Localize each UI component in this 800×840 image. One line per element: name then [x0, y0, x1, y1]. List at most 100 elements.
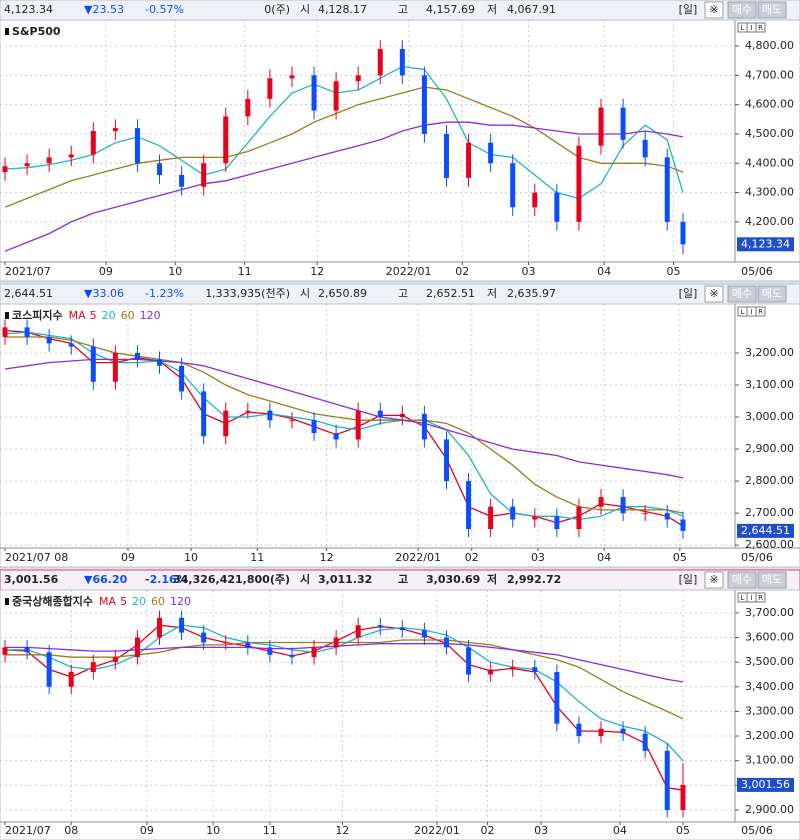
y-tick-label: 2,600.00: [745, 538, 794, 551]
candle-body: [201, 391, 207, 437]
moving-average-line: [5, 336, 684, 514]
candle-body: [399, 627, 405, 631]
candle-body: [157, 163, 163, 175]
x-tick-label: 12: [310, 265, 324, 278]
header-open-label: 시: [300, 3, 310, 16]
x-tick-label: 10: [206, 824, 220, 837]
button-frame[interactable]: [727, 571, 757, 589]
candle-body: [134, 128, 140, 164]
x-tick-label: 11: [263, 824, 277, 837]
header-button[interactable]: 매수: [732, 3, 752, 16]
scale-button-frame[interactable]: [755, 306, 766, 317]
legend-entry: 60: [151, 595, 165, 608]
candle-body: [510, 506, 516, 520]
scale-button-frame[interactable]: [755, 22, 766, 33]
button-frame[interactable]: [757, 285, 787, 303]
x-tick-label: 2021/07: [5, 265, 51, 278]
header-button[interactable]: ※: [709, 287, 718, 300]
scale-button[interactable]: R: [758, 24, 763, 32]
y-tick-label: 4,300.00: [745, 186, 794, 199]
legend-prefix: MA: [69, 309, 86, 322]
x-tick-label: 02: [480, 824, 494, 837]
header-button[interactable]: 매수: [732, 573, 752, 586]
scale-button[interactable]: L: [741, 594, 745, 602]
candle-body: [488, 506, 494, 530]
header-button[interactable]: 매도: [762, 3, 782, 16]
candle-body: [289, 75, 295, 79]
candle-body: [466, 647, 472, 675]
candle-body: [443, 637, 449, 648]
y-tick-label: 3,700.00: [745, 606, 794, 619]
candle-body: [245, 642, 251, 648]
moving-average-line: [5, 643, 684, 683]
scale-button[interactable]: L: [741, 24, 745, 32]
x-tick-label: 09: [140, 824, 154, 837]
y-tick-label: 3,000.00: [745, 410, 794, 423]
header-change-pct: -1.23%: [145, 287, 184, 300]
candle-body: [532, 667, 538, 673]
header-high-label: 고: [398, 573, 408, 586]
header-button[interactable]: [일]: [679, 572, 698, 586]
scale-button-frame[interactable]: [755, 592, 766, 603]
x-tick-label: 10: [184, 551, 198, 564]
header-button[interactable]: 매수: [732, 287, 752, 300]
candle-body: [554, 672, 560, 724]
header-change-pct: -0.57%: [145, 3, 184, 16]
header-low: 2,635.97: [507, 287, 556, 300]
button-frame[interactable]: [727, 285, 757, 303]
header-button[interactable]: ※: [709, 3, 718, 16]
header-button[interactable]: 매도: [762, 573, 782, 586]
scale-button[interactable]: I: [750, 308, 752, 316]
chart-title: 코스피지수: [12, 308, 63, 322]
header-button[interactable]: [일]: [679, 2, 698, 16]
header-button[interactable]: [일]: [679, 286, 698, 300]
header-low: 4,067.91: [507, 3, 556, 16]
header-button[interactable]: ※: [709, 573, 718, 586]
last-price-label: 3,001.56: [741, 778, 790, 791]
candle-body: [598, 728, 604, 737]
button-frame[interactable]: [757, 1, 787, 19]
button-frame[interactable]: [704, 571, 724, 589]
header-high: 4,157.69: [426, 3, 475, 16]
candle-body: [24, 163, 30, 167]
legend-entry: 5: [120, 595, 127, 608]
candle-body: [664, 513, 670, 520]
x-tick-label: 09: [121, 551, 135, 564]
last-price-label: 4,123.34: [741, 237, 790, 250]
end-date-label: 05/06: [741, 824, 773, 837]
scale-button[interactable]: R: [758, 594, 763, 602]
scale-button[interactable]: L: [741, 308, 745, 316]
x-tick-label: 2021/07 08: [5, 551, 68, 564]
scale-button[interactable]: R: [758, 308, 763, 316]
header-button[interactable]: 매도: [762, 287, 782, 300]
x-tick-label: 05: [673, 551, 687, 564]
header-open-label: 시: [300, 287, 310, 300]
chart-title: 중국상해종합지수: [12, 594, 93, 608]
candle-body: [333, 433, 339, 440]
candle-body: [642, 139, 648, 158]
y-tick-label: 3,200.00: [745, 346, 794, 359]
candle-body: [377, 410, 383, 418]
scale-button[interactable]: I: [750, 24, 752, 32]
button-frame[interactable]: [704, 285, 724, 303]
button-frame[interactable]: [727, 1, 757, 19]
header-open: 3,011.32: [318, 573, 372, 586]
candle-body: [90, 346, 96, 382]
end-date-label: 05/06: [741, 551, 773, 564]
candle-body: [289, 654, 295, 658]
button-frame[interactable]: [757, 571, 787, 589]
scale-button[interactable]: I: [750, 594, 752, 602]
header-volume: 1,333,935(천주): [205, 286, 290, 300]
x-tick-label: 12: [320, 551, 334, 564]
candle-body: [377, 625, 383, 628]
candle-body: [157, 359, 163, 366]
candle-body: [355, 75, 361, 82]
y-tick-label: 4,400.00: [745, 156, 794, 169]
button-frame[interactable]: [704, 1, 724, 19]
x-tick-label: 2021/07: [5, 824, 51, 837]
candle-body: [245, 410, 251, 412]
candle-body: [680, 784, 686, 810]
candle-body: [466, 142, 472, 178]
candle-body: [68, 672, 74, 687]
candle-body: [443, 133, 449, 178]
